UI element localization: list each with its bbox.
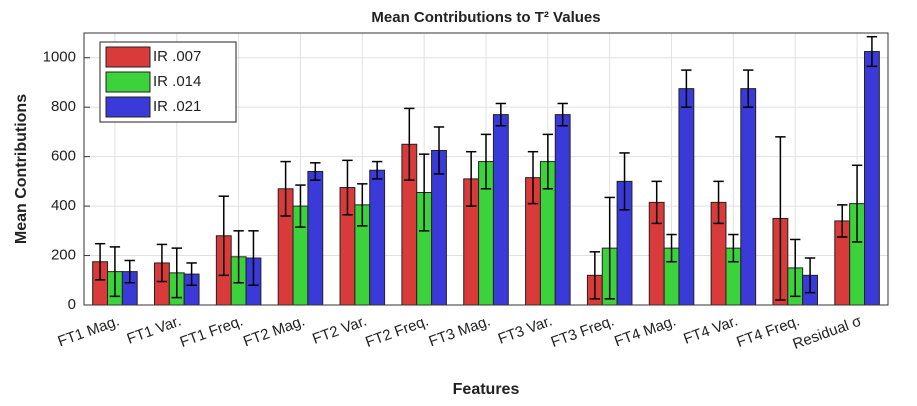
error-bar	[851, 164, 863, 243]
error-bar	[171, 247, 182, 299]
error-bar	[357, 183, 368, 227]
x-tick-label: FT4 Var.	[681, 313, 740, 348]
error-bar	[465, 150, 477, 207]
error-bar	[233, 230, 244, 284]
y-tick-label: 800	[51, 98, 76, 115]
bar	[369, 169, 386, 306]
y-tick-label: 1000	[43, 49, 76, 66]
error-bar	[775, 136, 786, 301]
y-axis-label: Mean Contributions	[13, 94, 30, 244]
error-bar	[310, 162, 321, 181]
error-bar	[619, 152, 630, 211]
error-bar	[713, 180, 724, 225]
bar	[863, 51, 880, 306]
x-tick-label: FT3 Freq.	[549, 313, 617, 352]
error-bar	[124, 259, 135, 284]
legend-swatch	[105, 96, 151, 118]
x-tick-label: FT2 Freq.	[363, 313, 431, 352]
legend-swatch	[105, 46, 151, 68]
legend-label: IR .014	[153, 73, 201, 90]
x-tick-label: FT1 Mag.	[56, 313, 122, 351]
error-bar	[495, 102, 507, 127]
error-bar	[804, 257, 816, 294]
error-bar	[433, 126, 445, 175]
error-bar	[557, 102, 568, 127]
x-tick-label: FT2 Mag.	[241, 313, 307, 351]
error-bar	[342, 159, 353, 216]
legend-label: IR .007	[153, 48, 201, 65]
legend-swatch	[105, 71, 151, 93]
error-bar	[156, 243, 168, 283]
bar	[740, 88, 757, 306]
x-tick-label: FT4 Freq.	[734, 313, 802, 352]
legend-label: IR .021	[153, 98, 201, 115]
error-bar	[280, 160, 291, 217]
bar	[678, 88, 695, 306]
error-bar	[743, 69, 754, 108]
bar	[307, 170, 324, 306]
bar	[492, 114, 509, 306]
x-tick-label: FT1 Freq.	[178, 313, 246, 352]
x-tick-label: FT1 Var.	[125, 313, 184, 348]
error-bar	[866, 35, 878, 68]
error-bar	[728, 233, 739, 263]
x-axis-label: Features	[453, 381, 520, 398]
plot-frame	[83, 32, 889, 306]
error-bar	[295, 184, 306, 228]
error-bar	[109, 246, 121, 298]
error-bar	[589, 251, 601, 300]
error-bar	[371, 160, 383, 180]
error-bar	[604, 196, 615, 300]
error-bar	[248, 230, 259, 286]
error-bar	[837, 204, 848, 238]
error-bar	[418, 153, 430, 232]
bar	[554, 114, 571, 306]
error-bar	[542, 133, 554, 190]
error-bar	[404, 107, 415, 181]
error-bar	[790, 238, 801, 298]
error-bar	[651, 180, 662, 225]
error-bar	[186, 262, 197, 286]
error-bar	[94, 242, 106, 281]
x-tick-label: FT4 Mag.	[612, 313, 678, 351]
x-tick-label: Residual σ	[791, 312, 865, 353]
error-bar	[666, 233, 677, 263]
x-tick-label: FT3 Var.	[496, 313, 555, 348]
x-tick-label: FT2 Var.	[310, 313, 369, 348]
y-tick-label: 600	[51, 148, 76, 165]
x-tick-label: FT3 Mag.	[427, 313, 493, 351]
y-tick-label: 200	[51, 247, 76, 264]
error-bar	[218, 195, 229, 277]
chart-title: Mean Contributions to T² Values	[371, 9, 600, 26]
error-bar	[480, 133, 492, 190]
y-tick-label: 400	[51, 197, 76, 214]
y-tick-label: 0	[68, 296, 76, 313]
error-bar	[681, 69, 692, 108]
error-bar	[527, 150, 539, 205]
